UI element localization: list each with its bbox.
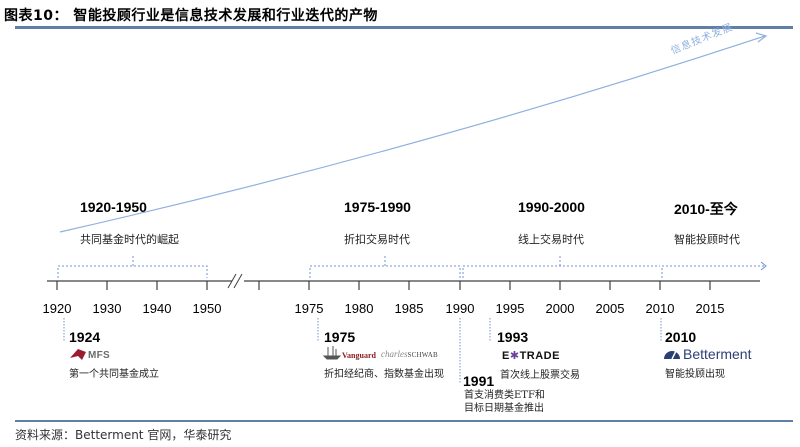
era-name-3: 线上交易时代 <box>518 233 584 246</box>
schwab-logo-caps: SCHWAB <box>407 351 438 359</box>
trend-curve <box>59 35 766 233</box>
mfs-logo: MFS <box>88 350 111 361</box>
era-name-1: 共同基金时代的崛起 <box>80 233 179 246</box>
tick-label: 2015 <box>695 301 725 316</box>
tick-label: 2005 <box>595 301 625 316</box>
tick-label: 1940 <box>142 301 172 316</box>
event-year-1975: 1975 <box>324 329 356 345</box>
era-years-2: 1975-1990 <box>344 199 411 215</box>
etrade-star-icon: ✱ <box>509 350 520 362</box>
event-year-2010: 2010 <box>665 329 697 345</box>
tick-label: 1950 <box>192 301 222 316</box>
event-desc-2010: 智能投顾出现 <box>665 369 725 380</box>
trend-arrowhead-icon <box>755 32 768 43</box>
era-bracket-1990-2000 <box>462 256 660 278</box>
event-year-1991: 1991 <box>463 373 495 389</box>
era-years-4: 2010-至今 <box>674 201 738 217</box>
tick-label: 1930 <box>92 301 122 316</box>
source-note: 资料来源：Betterment 官网，华泰研究 <box>15 428 232 442</box>
event-desc-1991-line2: 目标日期基金推出 <box>464 403 544 414</box>
event-year-1924: 1924 <box>69 329 101 345</box>
tick-label: 1990 <box>445 301 475 316</box>
schwab-logo: charlesSCHWAB <box>381 349 438 359</box>
tick-label: 2010 <box>645 301 675 316</box>
era-name-4: 智能投顾时代 <box>674 233 740 246</box>
vanguard-logo: Vanguard <box>342 351 376 360</box>
figure-title: 图表10： 智能投顾行业是信息技术发展和行业迭代的产物 <box>4 8 378 24</box>
era-name-2: 折扣交易时代 <box>344 233 410 246</box>
tick-label: 1975 <box>294 301 324 316</box>
event-desc-1993: 首次线上股票交易 <box>500 370 580 381</box>
mfs-logo-icon <box>70 349 86 360</box>
era-years-3: 1990-2000 <box>518 199 585 215</box>
etrade-logo-trade: TRADE <box>519 350 560 362</box>
vanguard-ship-icon <box>322 346 342 360</box>
tick-label: 1920 <box>42 301 72 316</box>
event-year-1993: 1993 <box>497 329 529 345</box>
era-arrowhead-icon <box>760 261 767 271</box>
era-bracket-1975-1990 <box>309 256 461 278</box>
footer-rule <box>15 420 793 422</box>
era-years-1: 1920-1950 <box>80 199 147 215</box>
tick-label: 1995 <box>495 301 525 316</box>
event-desc-1924: 第一个共同基金成立 <box>69 369 159 380</box>
era-bracket-2010-now <box>661 265 765 278</box>
era-bracket-1920-1950 <box>57 256 208 278</box>
schwab-logo-script: charles <box>381 349 408 359</box>
betterment-logo-icon <box>664 351 680 359</box>
tick-label: 1980 <box>344 301 374 316</box>
etrade-logo-e: E <box>502 350 510 362</box>
axis-break-icon <box>227 273 237 289</box>
event-desc-1975: 折扣经纪商、指数基金出现 <box>324 369 444 380</box>
betterment-logo: Betterment <box>683 346 752 362</box>
tick-label: 2000 <box>545 301 575 316</box>
tick-label: 1985 <box>394 301 424 316</box>
title-rule <box>15 26 793 29</box>
etrade-logo: E✱TRADE <box>502 349 560 362</box>
event-desc-1991-line1: 首支消费类ETF和 <box>464 390 545 401</box>
